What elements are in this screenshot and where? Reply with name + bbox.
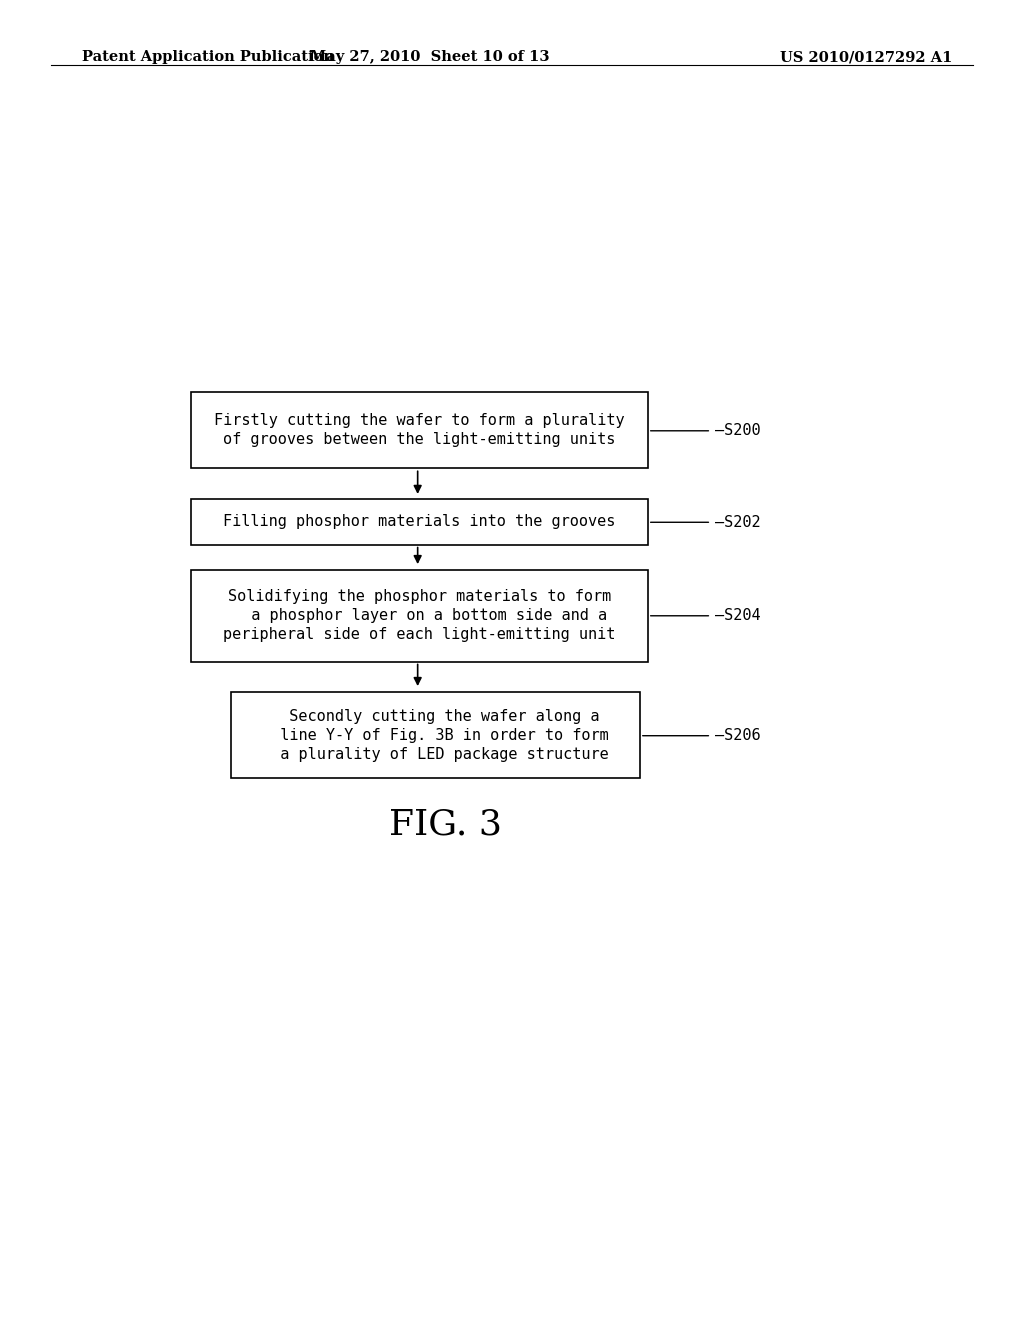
Text: US 2010/0127292 A1: US 2010/0127292 A1 [780,50,952,65]
Text: Firstly cutting the wafer to form a plurality
of grooves between the light-emitt: Firstly cutting the wafer to form a plur… [214,413,625,447]
Text: —S200: —S200 [715,424,761,438]
FancyBboxPatch shape [191,499,648,545]
Text: Filling phosphor materials into the grooves: Filling phosphor materials into the groo… [223,515,615,529]
FancyBboxPatch shape [231,692,640,779]
Text: —S202: —S202 [715,515,761,529]
Text: May 27, 2010  Sheet 10 of 13: May 27, 2010 Sheet 10 of 13 [310,50,550,65]
Text: Patent Application Publication: Patent Application Publication [82,50,334,65]
Text: —S204: —S204 [715,609,761,623]
FancyBboxPatch shape [191,570,648,661]
Text: FIG. 3: FIG. 3 [389,807,502,841]
FancyBboxPatch shape [191,392,648,469]
Text: Secondly cutting the wafer along a
  line Y-Y of Fig. 3B in order to form
  a pl: Secondly cutting the wafer along a line … [262,709,609,762]
Text: Solidifying the phosphor materials to form
  a phosphor layer on a bottom side a: Solidifying the phosphor materials to fo… [223,589,615,643]
Text: —S206: —S206 [715,729,761,743]
